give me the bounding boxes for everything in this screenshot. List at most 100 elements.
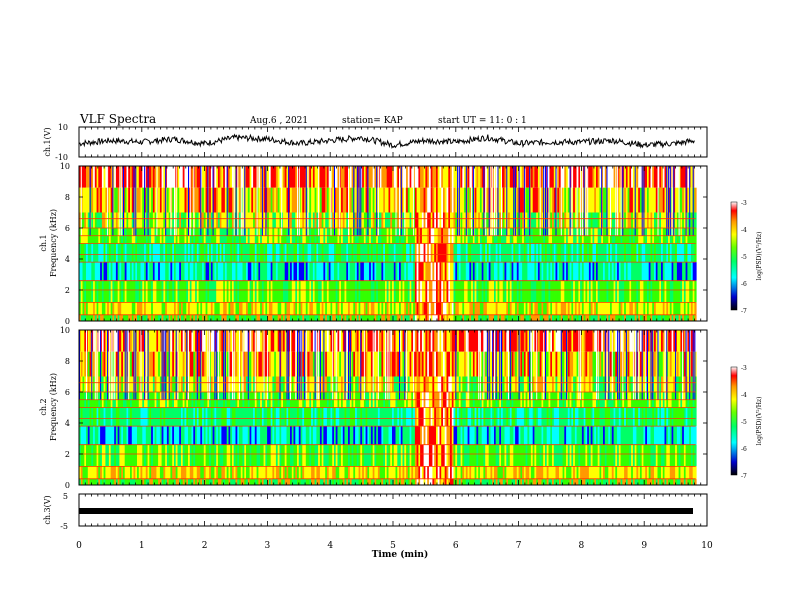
spectrogram-streak: [506, 166, 507, 236]
spectrogram-streak: [200, 330, 201, 400]
spectrogram-streak: [498, 166, 499, 236]
spectrogram-streak: [144, 166, 145, 236]
spectrogram-cell: [694, 281, 696, 303]
spectrogram-streak: [513, 166, 514, 236]
spectrogram-streak: [165, 330, 166, 400]
spectrogram-streak: [193, 166, 194, 236]
spectrogram-streak: [339, 166, 340, 236]
spectrogram-streak: [214, 330, 215, 400]
ch1-waveform-panel: 10 -10 ch.1(V): [43, 123, 707, 162]
freq-tick-label: 6: [65, 224, 70, 233]
spectrogram-streak: [176, 330, 177, 400]
spectrogram-streak: [112, 166, 113, 236]
spectrogram-streak: [218, 330, 219, 400]
date-label: Aug.6 , 2021: [249, 116, 308, 126]
spectrogram-streak: [459, 166, 460, 236]
spectrogram-streak: [170, 166, 171, 236]
spectrogram-streak: [207, 330, 208, 400]
spectrogram-streak: [306, 330, 307, 400]
spectrogram-streak: [399, 166, 400, 236]
spectrogram-streak: [297, 166, 298, 236]
spectrogram-streak: [494, 166, 495, 236]
spectrogram-streak: [229, 330, 230, 400]
spectrogram-streak: [146, 330, 147, 400]
spectrogram-streak: [642, 166, 643, 236]
spectrogram-streak: [315, 330, 316, 400]
spectrogram-streak: [601, 166, 602, 236]
spectrogram-streak: [280, 330, 281, 400]
spectrogram-streak: [190, 166, 191, 236]
spectrogram-streak: [114, 330, 115, 400]
spectrogram-streak: [197, 330, 198, 400]
spectrogram-streak: [169, 330, 170, 400]
spectrogram-streak: [174, 166, 175, 236]
spectrogram-streak: [359, 166, 360, 236]
spectrogram-streak: [188, 166, 189, 236]
spectrogram-cell: [694, 244, 696, 263]
spectrogram-streak: [225, 330, 226, 400]
spectrogram-streak: [621, 166, 622, 236]
spectrogram-streak: [239, 330, 240, 400]
ch1-ytick-bottom: -10: [55, 153, 68, 162]
spectrogram-streak: [501, 166, 502, 236]
spectrogram-streak: [582, 166, 583, 236]
spectrogram-streak: [290, 330, 291, 400]
freq-tick-label: 4: [65, 255, 70, 264]
spectrogram-streak: [144, 330, 145, 400]
spectrogram-streak: [262, 166, 263, 236]
spectrogram-streak: [348, 166, 349, 236]
spectrogram-streak: [97, 330, 98, 400]
spectrogram-streak: [615, 166, 616, 236]
spectrogram-streak: [673, 166, 674, 236]
spectrogram-streak: [223, 330, 224, 400]
spectrogram-streak: [100, 330, 101, 400]
spectrogram-streak: [162, 330, 163, 400]
spectrogram-streak: [549, 166, 550, 236]
ch1-spectrogram-image: [79, 166, 697, 321]
spectrogram-streak: [265, 166, 266, 236]
spectrogram-streak: [299, 166, 300, 236]
spectrogram-streak: [236, 166, 237, 236]
spectrogram-streak: [107, 166, 108, 236]
spectrogram-streak: [156, 166, 157, 236]
spectrogram-streak: [635, 166, 636, 236]
spectrogram-streak: [360, 166, 361, 236]
spectrogram-streak: [134, 166, 135, 236]
spectrogram-streak: [404, 166, 405, 236]
freq-tick-label: 2: [65, 286, 70, 295]
spectrogram-streak: [334, 166, 335, 236]
spectrogram-streak: [176, 166, 177, 236]
spectrogram-streak: [243, 330, 244, 400]
spectrogram-streak: [689, 166, 690, 236]
spectrogram-streak: [473, 166, 474, 236]
spectrogram-streak: [471, 166, 472, 236]
spectrogram-streak: [607, 166, 608, 236]
spectrogram-streak: [125, 330, 126, 400]
spectrogram-streak: [200, 166, 201, 236]
spectrogram-streak: [128, 330, 129, 400]
spectrogram-streak: [543, 166, 544, 236]
spectrogram-streak: [248, 330, 249, 400]
spectrogram-streak: [163, 330, 164, 400]
spectrogram-streak: [401, 166, 402, 236]
spectrogram-streak: [209, 330, 210, 400]
spectrogram-streak: [376, 166, 377, 236]
spectrogram-streak: [672, 166, 673, 236]
spectrogram-streak: [207, 166, 208, 236]
spectrogram-streak: [658, 166, 659, 236]
figure-title: VLF Spectra: [79, 112, 156, 126]
spectrogram-streak: [585, 166, 586, 236]
spectrogram-streak: [109, 330, 110, 400]
freq-tick-label: 0: [65, 317, 70, 326]
spectrogram-streak: [91, 330, 92, 400]
spectrogram-streak: [134, 330, 135, 400]
spectrogram-streak: [299, 330, 300, 400]
spectrogram-streak: [483, 166, 484, 236]
spectrogram-streak: [666, 166, 667, 236]
spectrogram-streak: [148, 166, 149, 236]
spectrogram-streak: [466, 166, 467, 236]
spectrogram-streak: [561, 166, 562, 236]
spectrogram-streak: [287, 330, 288, 400]
spectrogram-streak: [570, 166, 571, 236]
